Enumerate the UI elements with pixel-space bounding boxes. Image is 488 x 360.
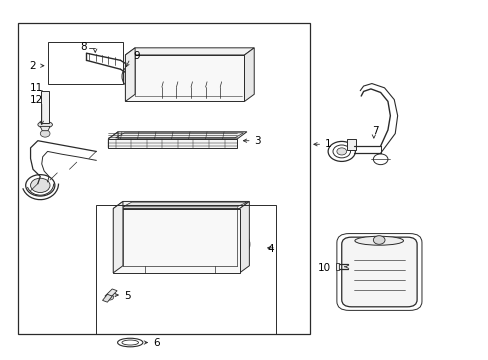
Polygon shape (335, 263, 339, 270)
Bar (96, 205, 276, 334)
Polygon shape (125, 48, 135, 102)
Polygon shape (40, 126, 50, 131)
Text: 8: 8 (80, 42, 86, 52)
Ellipse shape (122, 67, 136, 86)
Polygon shape (108, 139, 237, 148)
Text: 7: 7 (371, 126, 378, 136)
Text: 12: 12 (30, 95, 43, 105)
Ellipse shape (127, 67, 138, 77)
Polygon shape (108, 132, 118, 148)
Text: 6: 6 (153, 338, 160, 348)
Circle shape (106, 294, 114, 300)
Text: 5: 5 (123, 291, 130, 301)
Text: 2: 2 (29, 61, 36, 71)
Circle shape (336, 148, 346, 155)
Bar (47, 42, 122, 84)
Ellipse shape (239, 235, 249, 253)
Polygon shape (125, 55, 244, 102)
Ellipse shape (38, 121, 52, 128)
Polygon shape (105, 289, 117, 298)
Circle shape (372, 236, 384, 244)
Polygon shape (239, 202, 249, 273)
Polygon shape (244, 48, 254, 102)
Polygon shape (113, 208, 239, 273)
Polygon shape (346, 139, 356, 150)
Text: 10: 10 (317, 262, 330, 273)
Text: 9: 9 (133, 51, 140, 61)
Text: 4: 4 (267, 244, 274, 253)
Circle shape (30, 178, 50, 193)
Circle shape (40, 130, 50, 137)
Ellipse shape (354, 236, 403, 245)
Polygon shape (41, 91, 48, 123)
Polygon shape (113, 202, 122, 273)
Text: 1: 1 (324, 139, 331, 149)
Ellipse shape (125, 70, 133, 83)
Bar (19, 23, 309, 334)
Polygon shape (102, 294, 112, 302)
Polygon shape (113, 202, 249, 208)
Text: 3: 3 (254, 136, 260, 147)
Text: 11: 11 (30, 83, 43, 93)
Ellipse shape (241, 239, 247, 249)
Polygon shape (122, 202, 246, 207)
FancyBboxPatch shape (341, 237, 416, 307)
Polygon shape (108, 132, 246, 139)
Polygon shape (125, 48, 254, 55)
